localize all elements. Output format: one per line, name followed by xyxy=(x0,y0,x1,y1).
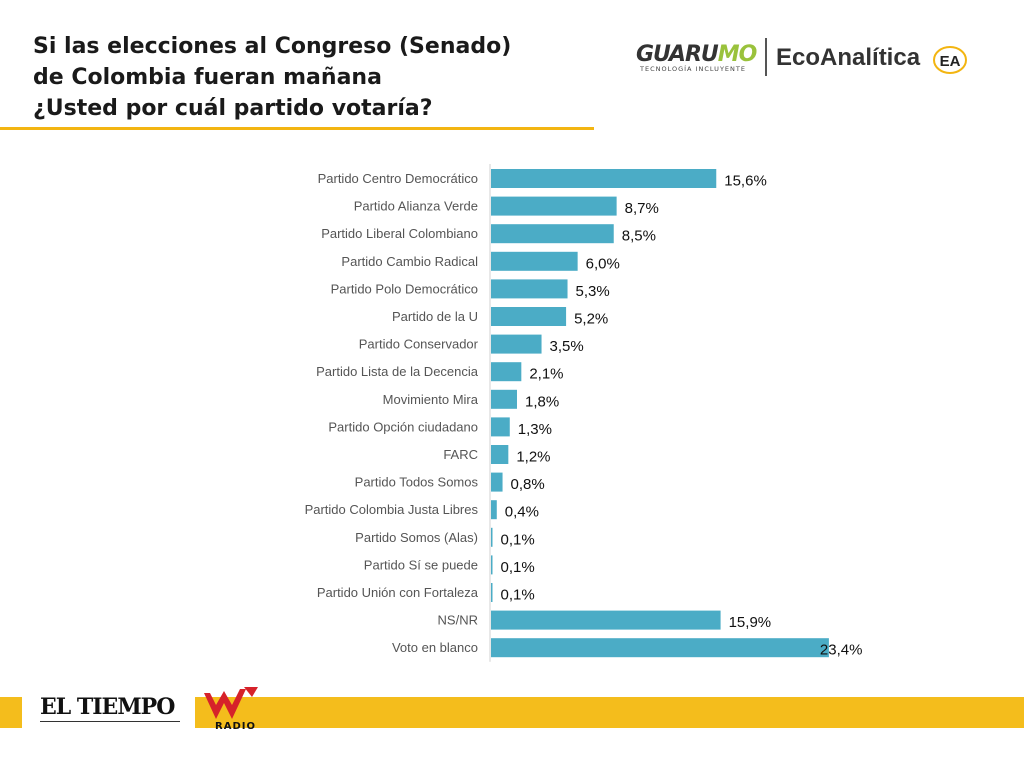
category-label: Partido Todos Somos xyxy=(355,475,479,490)
data-label: 15,6% xyxy=(724,173,767,190)
category-label: Partido Lista de la Decencia xyxy=(316,364,479,379)
bar xyxy=(491,555,493,575)
category-label: Partido Somos (Alas) xyxy=(355,530,478,545)
footer-left-accent xyxy=(0,697,22,728)
data-label: 0,1% xyxy=(501,587,535,604)
bar xyxy=(491,583,493,602)
data-label: 0,1% xyxy=(501,559,535,576)
data-label: 1,2% xyxy=(516,449,550,466)
bar xyxy=(491,196,617,216)
eltiempo-logo: EL TIEMPO xyxy=(40,694,180,722)
title-line-1: Si las elecciones al Congreso (Senado) xyxy=(33,34,512,59)
bar xyxy=(491,445,509,464)
data-label: 8,5% xyxy=(622,228,656,245)
bar xyxy=(491,527,493,547)
bar xyxy=(491,224,614,244)
data-label: 23,4% xyxy=(820,642,863,659)
category-label: Voto en blanco xyxy=(392,640,478,655)
category-label: Partido Colombia Justa Libres xyxy=(305,502,479,517)
data-label: 2,1% xyxy=(529,366,563,383)
category-label: Partido Cambio Radical xyxy=(341,254,478,269)
category-label: FARC xyxy=(443,447,478,462)
title-line-3: ¿Usted por cuál partido votaría? xyxy=(33,96,433,121)
guarumo-logo-accent: MO xyxy=(717,42,758,67)
data-label: 0,8% xyxy=(511,476,545,493)
bar xyxy=(491,251,578,271)
data-label: 6,0% xyxy=(586,255,620,272)
category-label: NS/NR xyxy=(438,613,478,628)
data-label: 0,4% xyxy=(505,504,539,521)
bar xyxy=(491,472,503,492)
bar xyxy=(491,610,721,630)
bar xyxy=(491,638,829,658)
bar-chart: Partido Centro Democrático 15,6% Partido A… xyxy=(305,164,863,662)
category-label: Partido Liberal Colombiano xyxy=(321,226,478,241)
title-underline xyxy=(0,127,594,130)
category-label: Partido Sí se puede xyxy=(364,557,478,572)
title-line-2: de Colombia fueran mañana xyxy=(33,65,382,90)
data-label: 1,3% xyxy=(518,421,552,438)
wradio-label: RADIO xyxy=(215,721,256,732)
category-label: Partido Unión con Fortaleza xyxy=(317,585,479,600)
category-label: Partido Polo Democrático xyxy=(331,281,478,296)
page-title: Si las elecciones al Congreso (Senado) d… xyxy=(33,31,593,124)
bar xyxy=(491,389,517,409)
ecoanalitica-mark-icon: EA xyxy=(933,46,967,74)
bar xyxy=(491,417,510,437)
guarumo-tagline: TECNOLOGÍA INCLUYENTE xyxy=(640,65,746,73)
category-label: Partido de la U xyxy=(392,309,478,324)
bar xyxy=(491,334,542,354)
data-label: 1,8% xyxy=(525,393,559,410)
data-label: 3,5% xyxy=(550,338,584,355)
ecoanalitica-mark-text: EA xyxy=(940,53,961,70)
category-label: Partido Centro Democrático xyxy=(318,171,478,186)
category-label: Partido Conservador xyxy=(359,337,479,352)
category-label: Partido Alianza Verde xyxy=(354,199,478,214)
bar xyxy=(491,169,717,188)
ecoanalitica-logo: EcoAnalítica xyxy=(776,44,921,71)
data-label: 0,1% xyxy=(501,531,535,548)
guarumo-logo-main: GUARU xyxy=(636,42,719,67)
bar xyxy=(491,500,497,520)
logo-separator xyxy=(765,38,767,76)
sponsor-logos: GUARUMO TECNOLOGÍA INCLUYENTE EcoAnalíti… xyxy=(630,36,970,84)
data-label: 15,9% xyxy=(729,614,772,631)
category-label: Movimiento Mira xyxy=(383,392,479,407)
category-label: Partido Opción ciudadano xyxy=(328,419,478,434)
bar xyxy=(491,362,522,382)
guarumo-logo: GUARUMO xyxy=(636,42,758,67)
data-label: 8,7% xyxy=(625,200,659,217)
data-label: 5,3% xyxy=(576,283,610,300)
bar xyxy=(491,279,568,299)
data-label: 5,2% xyxy=(574,311,608,328)
footer-band xyxy=(195,697,1024,728)
wradio-logo-icon xyxy=(204,687,258,719)
bar xyxy=(491,307,567,326)
